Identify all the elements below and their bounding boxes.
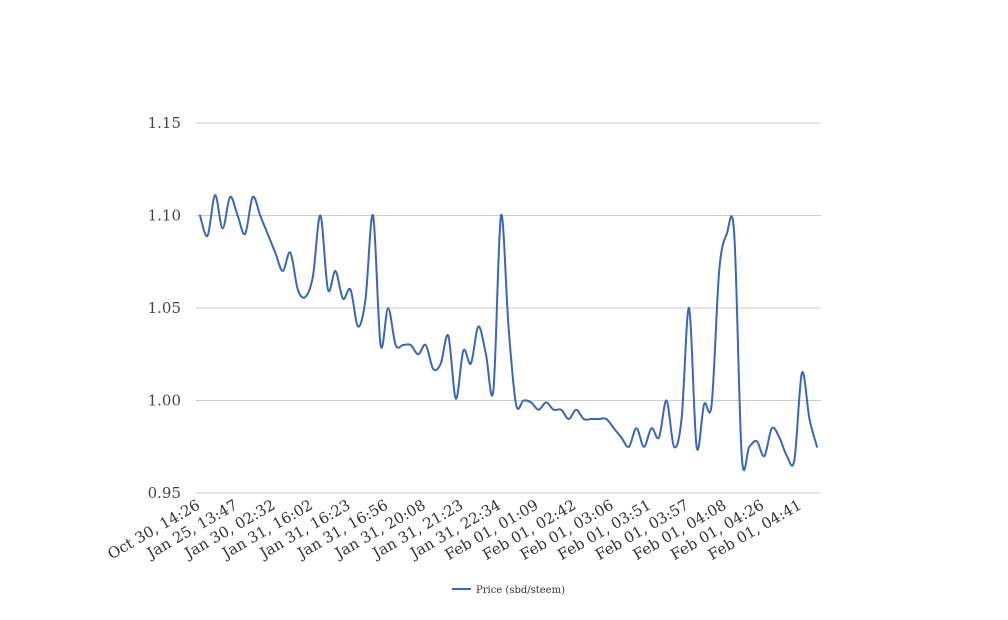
data-point [545, 401, 547, 403]
data-point [319, 214, 321, 216]
data-point [267, 233, 269, 235]
data-point [500, 214, 502, 216]
series-line-0 [199, 194, 818, 472]
data-point [793, 459, 795, 461]
data-point [342, 298, 344, 300]
data-point [590, 418, 592, 420]
data-point [251, 196, 253, 198]
data-point [485, 353, 487, 355]
data-point [628, 446, 630, 448]
data-point [349, 288, 351, 290]
data-point [816, 446, 818, 448]
data-point [402, 344, 404, 346]
data-point [477, 325, 479, 327]
data-point [560, 409, 562, 411]
data-point [643, 446, 645, 448]
data-point [387, 307, 389, 309]
data-point [778, 436, 780, 438]
data-point [462, 349, 464, 351]
data-point [665, 399, 667, 401]
data-point [635, 427, 637, 429]
legend: Price (sbd/steem) [452, 585, 565, 596]
data-point [575, 409, 577, 411]
data-point [357, 325, 359, 327]
data-point [470, 362, 472, 364]
data-point [583, 418, 585, 420]
data-point [214, 194, 216, 196]
data-point [492, 388, 494, 390]
data-point [598, 418, 600, 420]
data-point [455, 397, 457, 399]
data-point [515, 403, 517, 405]
y-tick-label: 1.10 [148, 207, 181, 225]
data-point [379, 344, 381, 346]
data-point [364, 298, 366, 300]
series-layer [199, 194, 818, 472]
data-point [726, 233, 728, 235]
data-point [244, 233, 246, 235]
data-point [733, 233, 735, 235]
data-point [568, 418, 570, 420]
data-point [748, 446, 750, 448]
data-point [206, 235, 208, 237]
data-point [522, 399, 524, 401]
data-point [680, 418, 682, 420]
data-point [650, 427, 652, 429]
data-point [530, 401, 532, 403]
data-point [274, 251, 276, 253]
data-point [688, 307, 690, 309]
data-point [236, 214, 238, 216]
data-point [409, 344, 411, 346]
data-point [282, 270, 284, 272]
data-point [741, 455, 743, 457]
data-point [771, 427, 773, 429]
data-point [552, 409, 554, 411]
data-point [673, 446, 675, 448]
data-point [259, 214, 261, 216]
y-tick-label: 1.05 [148, 299, 181, 317]
data-point [786, 455, 788, 457]
data-point [756, 440, 758, 442]
data-point [710, 403, 712, 405]
data-point [440, 362, 442, 364]
data-point [297, 288, 299, 290]
data-point [620, 436, 622, 438]
data-point [658, 436, 660, 438]
data-point [334, 270, 336, 272]
data-point [605, 418, 607, 420]
data-point [718, 270, 720, 272]
data-point [304, 296, 306, 298]
y-tick-label: 0.95 [148, 484, 181, 502]
data-point [507, 325, 509, 327]
grid-lines [196, 122, 821, 494]
y-axis-ticks: 0.95 1.00 1.05 1.10 1.15 [148, 114, 181, 502]
data-point [372, 214, 374, 216]
legend-label: Price (sbd/steem) [476, 585, 565, 596]
data-point [417, 353, 419, 355]
data-point [537, 409, 539, 411]
data-point [199, 214, 201, 216]
y-tick-label: 1.15 [148, 114, 181, 132]
data-point [229, 196, 231, 198]
data-point [808, 418, 810, 420]
data-point [703, 403, 705, 405]
data-point [695, 446, 697, 448]
data-point [432, 368, 434, 370]
data-point [289, 251, 291, 253]
data-point [763, 455, 765, 457]
y-tick-label: 1.00 [148, 392, 181, 410]
data-point [425, 344, 427, 346]
data-point [221, 227, 223, 229]
data-point [394, 344, 396, 346]
data-point [327, 288, 329, 290]
data-point [312, 275, 314, 277]
data-point [613, 427, 615, 429]
data-point [447, 335, 449, 337]
data-point [801, 372, 803, 374]
